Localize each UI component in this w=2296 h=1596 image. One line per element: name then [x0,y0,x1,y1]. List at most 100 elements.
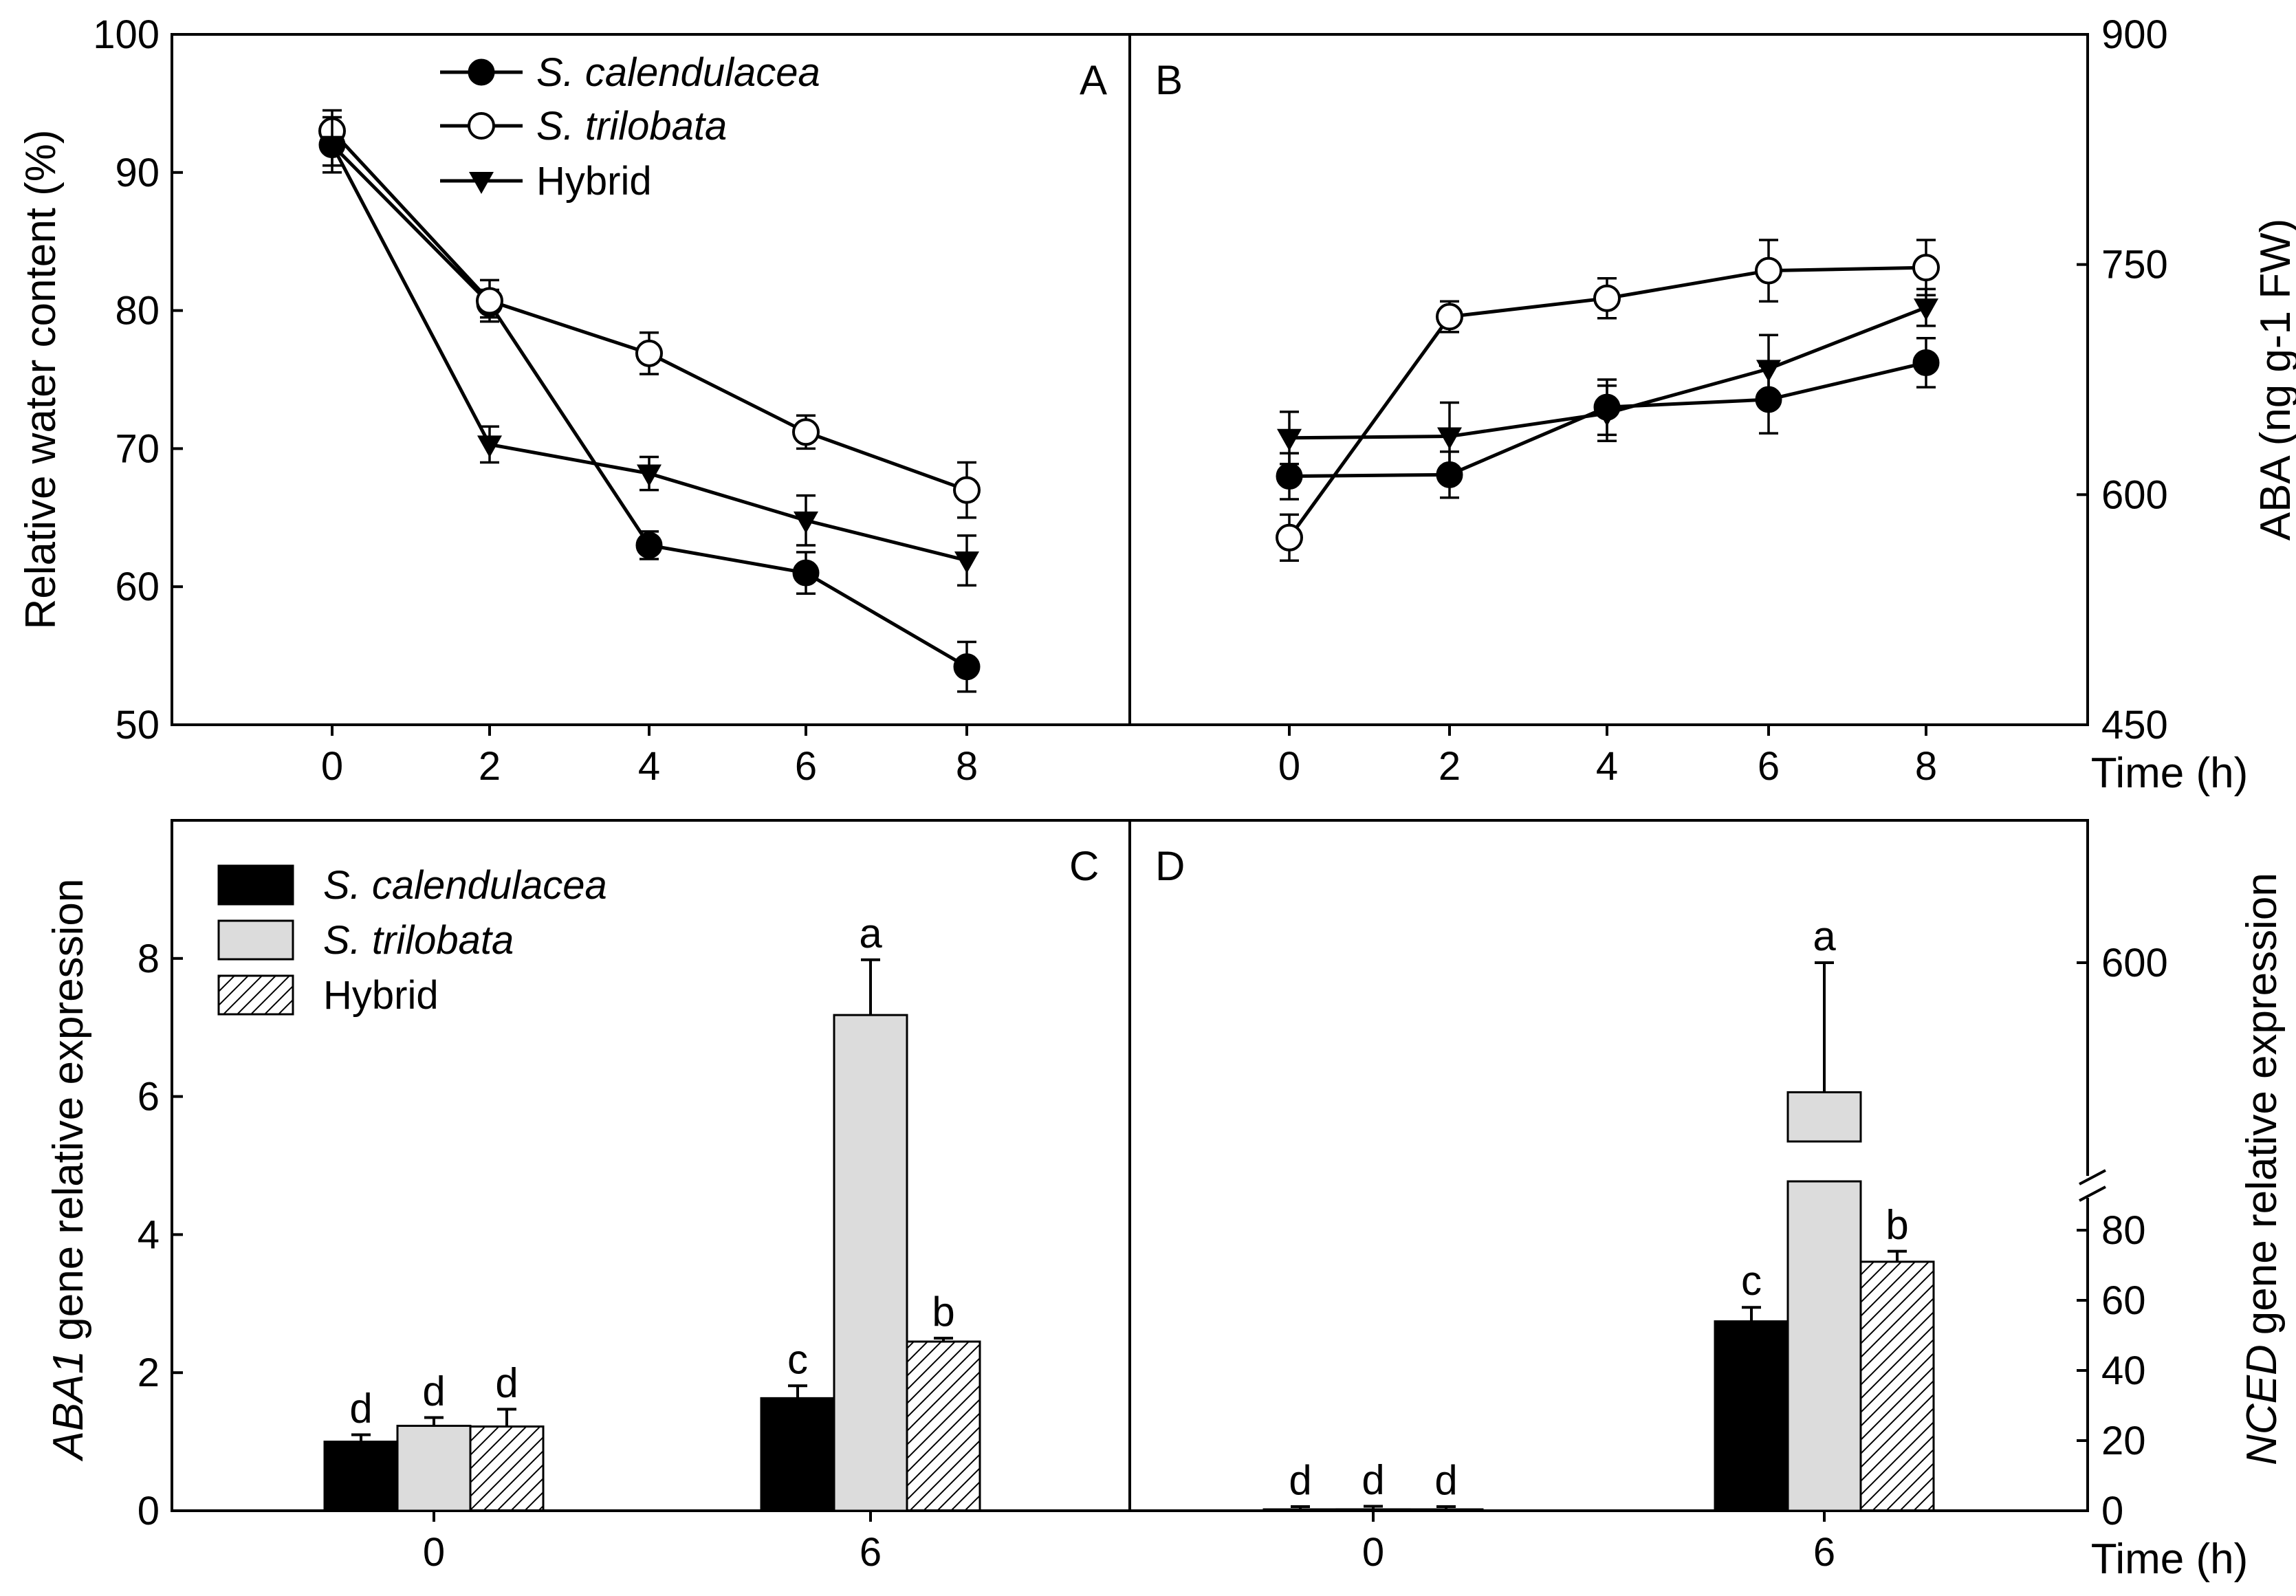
legend-marker [468,112,495,140]
panel-c-significance-letter: b [932,1289,954,1335]
panel-c-ytick-label: 6 [138,1075,160,1119]
panel-d-bar [1335,1508,1411,1512]
panel-a-series-line [331,143,968,668]
panel-a-data-point [476,287,503,315]
panel-b-data-point [1277,428,1302,451]
panel-d-bar [1408,1508,1484,1512]
panel-d-significance-letter: c [1741,1258,1762,1304]
panel-a-xtick-label: 6 [795,744,817,789]
panel-b-ytick-label: 900 [2101,12,2168,57]
panel-c-ytick-label: 2 [138,1351,160,1395]
panel-d-bar-upper [1786,1091,1862,1143]
panel-d-ylabel: NCED gene relative expression [2238,873,2286,1465]
panel-a-data-point [953,653,981,681]
panel-b-data-point [1436,303,1463,331]
panel-a-ytick-label: 60 [115,565,160,609]
panel-d-ylabel-rest: gene relative expression [2238,873,2286,1335]
panel-b-xtick-label: 8 [1915,744,1937,789]
panel-c-ylabel-gene: ABA1 [45,1351,92,1463]
panel-d-ytick-label: 40 [2101,1348,2146,1393]
panel-d-axis-break [2079,1185,2106,1202]
panel-b-ytick-label: 450 [2101,703,2168,747]
panel-a-ytick-label: 70 [115,426,160,471]
panel-a-data-point [954,551,979,574]
panel-b-xtick-label: 0 [1278,744,1300,789]
panel-a-data-point [792,418,820,446]
legend-label: S. trilobata [323,918,514,963]
panel-d-xtick-label: 6 [1813,1530,1835,1575]
panel-b-xlabel: Time (h) [2091,750,2248,797]
panel-a-xtick-label: 4 [638,744,660,789]
panel-c-bar [833,1014,908,1512]
panel-a-data-point [320,135,345,158]
panel-b-data-point [1276,463,1303,490]
panel-c-ylabel-rest: gene relative expression [45,879,92,1341]
panel-b-xtick-label: 6 [1758,744,1780,789]
panel-b-frame [1128,33,2089,726]
panel-c-ytick-label: 8 [138,937,160,981]
panel-c-bar [323,1441,399,1512]
panel-d-ytick-label: 600 [2101,941,2168,985]
panel-d-significance-letter: a [1813,913,1836,959]
panel-a-letter: A [1080,57,1107,103]
legend-label: Hybrid [536,159,652,204]
panel-d-bar [1786,1180,1862,1512]
panel-a-ytick-label: 100 [93,12,160,57]
legend-label: S. trilobata [536,104,727,149]
legend-swatch [217,864,294,906]
panel-a-data-point [792,559,820,587]
panel-c-significance-letter: c [787,1336,808,1382]
panel-a-xtick-label: 0 [321,744,343,789]
panel-d-ytick-label: 60 [2101,1278,2146,1323]
panel-a-ytick-label: 50 [115,703,160,747]
legend-label: S. calendulacea [536,50,820,95]
panel-d-ytick-label: 0 [2101,1489,2123,1533]
panel-d-bar [1262,1508,1338,1512]
panel-d-xtick-label: 0 [1362,1530,1384,1575]
panel-b-ytick-label: 600 [2101,472,2168,517]
panel-d-ytick-label: 20 [2101,1419,2146,1463]
panel-b-data-point [1912,349,1940,376]
panel-d-frame [1128,819,2089,1512]
panel-d-bar [1714,1320,1789,1512]
panel-c-significance-letter: d [495,1359,518,1406]
legend-marker [468,58,495,86]
panel-c-ylabel: ABA1 gene relative expression [45,879,92,1463]
panel-c-significance-letter: d [422,1368,445,1414]
panel-d-xlabel: Time (h) [2091,1535,2248,1583]
panel-c-xtick-label: 6 [860,1530,882,1575]
panel-d-significance-letter: d [1434,1457,1457,1503]
panel-c-bar [906,1340,981,1512]
panel-d-bar [1859,1260,1935,1512]
panel-c-bar [396,1425,472,1512]
panel-b-data-point [1595,404,1619,427]
panel-b-xtick-label: 4 [1596,744,1618,789]
panel-a-ytick-label: 80 [115,289,160,334]
panel-d-ylabel-gene: NCED [2238,1344,2286,1465]
panel-a-data-point [635,339,663,367]
panel-a-ytick-label: 90 [115,151,160,195]
panel-d-significance-letter: d [1289,1457,1311,1503]
panel-a-data-point [635,532,663,559]
panel-b-data-point [1756,360,1781,382]
panel-a-xtick-label: 2 [479,744,501,789]
legend-swatch [217,919,294,961]
panel-b-ytick-label: 750 [2101,243,2168,287]
panel-a-ylabel: Relative water content (%) [17,129,65,629]
panel-c-significance-letter: a [859,910,882,956]
legend-label: S. calendulacea [323,863,607,908]
panel-c-significance-letter: d [349,1386,372,1432]
panel-c-bar [760,1397,835,1512]
panel-b-data-point [1912,254,1940,282]
panel-d-ytick-label: 80 [2101,1208,2146,1253]
legend-marker [469,172,494,194]
panel-b-data-point [1276,523,1303,551]
panel-b-data-point [1755,256,1782,285]
panel-d-significance-letter: b [1885,1202,1908,1248]
panel-c-bar [469,1425,545,1512]
panel-a-data-point [637,464,662,487]
panel-c-ytick-label: 4 [138,1212,160,1257]
panel-a-data-point [794,511,818,534]
legend-label: Hybrid [323,973,439,1018]
